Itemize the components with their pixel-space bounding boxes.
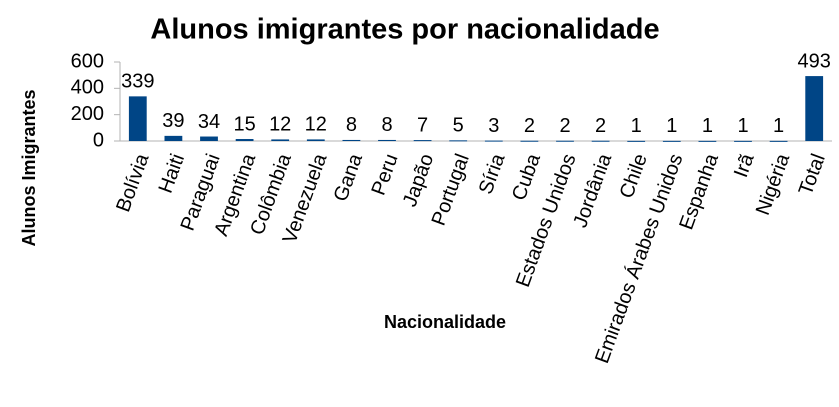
data-label: 1 <box>666 115 677 137</box>
bar <box>413 140 432 142</box>
bar <box>128 96 147 141</box>
data-label: 1 <box>773 115 784 137</box>
bar <box>520 140 539 142</box>
data-label: 1 <box>631 115 642 137</box>
data-label: 5 <box>453 115 464 137</box>
x-tick-label: Síria <box>475 150 510 197</box>
x-tick-label: Irã <box>730 150 759 180</box>
data-label: 339 <box>121 71 154 93</box>
bar <box>378 139 396 141</box>
y-tick-label: 200 <box>71 103 104 125</box>
data-label: 1 <box>737 115 748 137</box>
bar <box>306 139 325 141</box>
data-label: 7 <box>417 114 428 136</box>
data-label: 34 <box>198 111 220 133</box>
bar <box>342 139 361 141</box>
chart-title: Alunos imigrantes por nacionalidade <box>150 14 659 46</box>
bar <box>591 140 610 142</box>
data-label: 3 <box>488 115 499 137</box>
data-label: 12 <box>305 114 327 136</box>
x-tick-label: Gana <box>330 150 368 204</box>
data-label: 2 <box>524 115 535 137</box>
x-tick-label: Peru <box>368 151 403 198</box>
x-tick-label: Japão <box>399 151 438 210</box>
x-tick-label: Cuba <box>508 150 545 203</box>
x-tick-label: Haiti <box>155 151 189 196</box>
x-tick-label: Bolívia <box>112 150 154 215</box>
data-label: 12 <box>269 114 291 136</box>
bar <box>235 139 254 141</box>
bar <box>200 136 218 141</box>
x-axis-label: Nacionalidade <box>384 312 506 332</box>
bar <box>627 140 646 142</box>
y-tick-label: 400 <box>71 77 104 99</box>
data-label: 2 <box>595 115 606 137</box>
y-tick-label: 0 <box>93 129 104 151</box>
bar <box>805 76 824 141</box>
data-label: 39 <box>162 110 184 132</box>
bar <box>698 140 717 142</box>
bar <box>164 135 183 141</box>
data-label: 493 <box>798 50 831 72</box>
bar <box>769 140 788 142</box>
data-label: 8 <box>346 114 357 136</box>
bar <box>556 140 574 142</box>
data-label: 1 <box>702 115 713 137</box>
data-label: 2 <box>559 115 570 137</box>
bar <box>734 140 752 142</box>
bar <box>271 139 290 141</box>
y-tick-label: 600 <box>71 50 104 72</box>
y-axis-label: Alunos Imigrantes <box>19 89 39 246</box>
data-label: 8 <box>381 114 392 136</box>
x-tick-label: Nigéria <box>752 150 795 218</box>
bar <box>449 140 468 142</box>
bar <box>662 140 681 142</box>
x-tick-label: Total <box>795 151 830 198</box>
bar <box>484 140 503 142</box>
x-tick-label: Chile <box>616 151 652 201</box>
data-label: 15 <box>233 113 255 135</box>
